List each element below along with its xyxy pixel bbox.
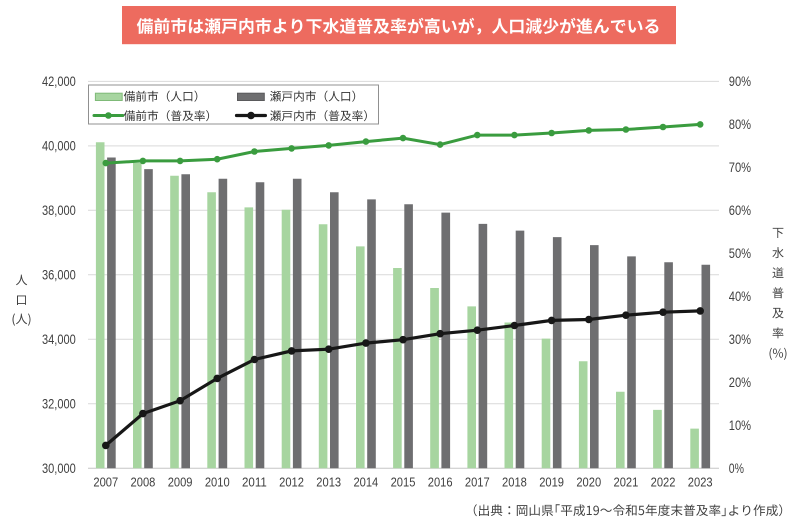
svg-text:70%: 70% xyxy=(729,160,751,175)
svg-text:0%: 0% xyxy=(729,461,744,476)
svg-text:2009: 2009 xyxy=(168,475,193,490)
svg-text:2020: 2020 xyxy=(576,475,601,490)
svg-text:2016: 2016 xyxy=(428,475,453,490)
svg-text:2012: 2012 xyxy=(279,475,304,490)
svg-text:2008: 2008 xyxy=(131,475,156,490)
svg-text:2011: 2011 xyxy=(242,475,267,490)
svg-text:2013: 2013 xyxy=(316,475,341,490)
svg-text:2010: 2010 xyxy=(205,475,230,490)
svg-text:2017: 2017 xyxy=(465,475,490,490)
svg-text:2019: 2019 xyxy=(539,475,564,490)
svg-text:34,000: 34,000 xyxy=(42,332,76,347)
svg-text:90%: 90% xyxy=(729,74,751,89)
svg-text:32,000: 32,000 xyxy=(42,396,76,411)
svg-text:30%: 30% xyxy=(729,332,751,347)
svg-text:2018: 2018 xyxy=(502,475,527,490)
svg-text:2022: 2022 xyxy=(651,475,676,490)
svg-text:38,000: 38,000 xyxy=(42,203,76,218)
svg-text:50%: 50% xyxy=(729,246,751,261)
svg-text:2007: 2007 xyxy=(93,475,118,490)
svg-text:36,000: 36,000 xyxy=(42,268,76,283)
svg-text:80%: 80% xyxy=(729,117,751,132)
svg-text:30,000: 30,000 xyxy=(42,461,76,476)
svg-text:42,000: 42,000 xyxy=(42,74,76,89)
svg-text:2014: 2014 xyxy=(353,475,378,490)
svg-text:2021: 2021 xyxy=(614,475,639,490)
svg-text:60%: 60% xyxy=(729,203,751,218)
svg-text:2015: 2015 xyxy=(391,475,416,490)
svg-text:40%: 40% xyxy=(729,289,751,304)
svg-text:20%: 20% xyxy=(729,375,751,390)
svg-text:10%: 10% xyxy=(729,418,751,433)
svg-text:2023: 2023 xyxy=(688,475,713,490)
svg-text:40,000: 40,000 xyxy=(42,139,76,154)
